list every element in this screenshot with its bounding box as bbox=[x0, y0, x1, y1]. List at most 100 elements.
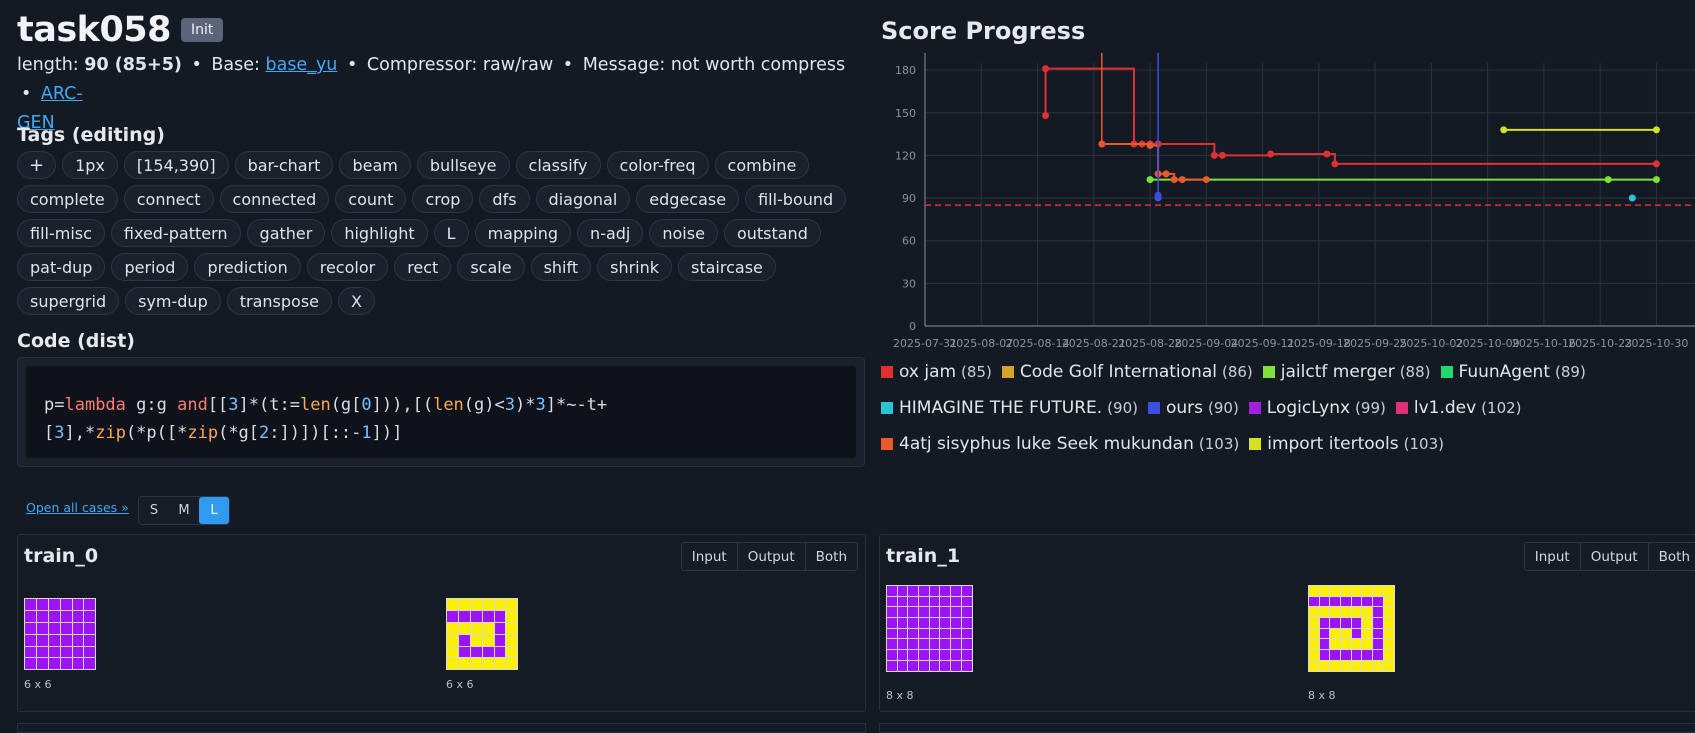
data-point[interactable] bbox=[1178, 176, 1186, 184]
tag-chip[interactable]: count bbox=[335, 185, 407, 213]
legend-item[interactable]: import itertools (103) bbox=[1249, 432, 1444, 456]
tag-chip[interactable]: highlight bbox=[331, 219, 428, 247]
size-m-button[interactable]: M bbox=[178, 503, 190, 518]
tag-chip[interactable]: shrink bbox=[597, 253, 673, 281]
tag-chip[interactable]: transpose bbox=[226, 287, 332, 315]
both-view-button[interactable]: Both bbox=[1658, 548, 1690, 565]
code-block[interactable]: p=lambda g:g and[[3]*(t:=len(g[0])),[(le… bbox=[26, 366, 856, 458]
tag-chip[interactable]: crop bbox=[412, 185, 474, 213]
series-line bbox=[1044, 67, 1657, 165]
legend-item[interactable]: FuunAgent (89) bbox=[1440, 360, 1586, 384]
base-link[interactable]: base_yu bbox=[265, 55, 338, 75]
legend-item[interactable]: HIMAGINE THE FUTURE. (90) bbox=[881, 396, 1138, 420]
data-point[interactable] bbox=[1500, 126, 1508, 134]
legend-swatch bbox=[881, 438, 893, 450]
tag-chip[interactable]: bar-chart bbox=[234, 151, 334, 179]
input-view-button[interactable]: Input bbox=[682, 543, 738, 570]
tag-chip[interactable]: fill-bound bbox=[745, 185, 847, 213]
output-view-button[interactable]: Output bbox=[738, 543, 806, 570]
data-point[interactable] bbox=[1323, 150, 1331, 158]
tag-chip[interactable]: dfs bbox=[479, 185, 530, 213]
grid-cell bbox=[60, 634, 72, 646]
tag-chip[interactable]: fixed-pattern bbox=[110, 219, 241, 247]
tag-chip[interactable]: bullseye bbox=[416, 151, 510, 179]
arcgen-link-part[interactable]: GEN bbox=[17, 113, 55, 133]
tag-chip[interactable]: diagonal bbox=[535, 185, 631, 213]
data-point[interactable] bbox=[1218, 151, 1226, 159]
grid-cell bbox=[887, 596, 897, 607]
input-view-button[interactable]: Input bbox=[1525, 543, 1581, 570]
grid-cell bbox=[929, 607, 940, 618]
both-view-button[interactable]: Both bbox=[815, 548, 847, 565]
tag-chip[interactable]: L bbox=[433, 219, 469, 247]
tag-chip[interactable]: shift bbox=[530, 253, 592, 281]
data-point[interactable] bbox=[1202, 176, 1210, 184]
legend-item[interactable]: Code Golf International (86) bbox=[1001, 360, 1253, 384]
tag-chip[interactable]: 1px bbox=[62, 151, 118, 179]
size-s-button[interactable]: S bbox=[149, 503, 159, 518]
output-view-button[interactable]: Output bbox=[1581, 543, 1649, 570]
data-point[interactable] bbox=[1267, 150, 1275, 158]
data-point[interactable] bbox=[1652, 176, 1660, 184]
tag-chip[interactable]: noise bbox=[649, 219, 718, 247]
tag-chip[interactable]: recolor bbox=[306, 253, 389, 281]
tag-chip[interactable]: combine bbox=[714, 151, 810, 179]
data-point[interactable] bbox=[1628, 194, 1636, 202]
grid-cell bbox=[72, 658, 84, 670]
grid-cell bbox=[908, 639, 919, 650]
tag-chip[interactable]: mapping bbox=[474, 219, 572, 247]
tag-chip[interactable]: connect bbox=[123, 185, 214, 213]
grid-cell bbox=[919, 607, 929, 618]
score-chart[interactable]: 03060901201501802025-07-312025-08-072025… bbox=[881, 40, 1695, 355]
tag-chip[interactable]: pat-dup bbox=[17, 253, 106, 281]
tag-chip[interactable]: [154,390] bbox=[123, 151, 229, 179]
data-point[interactable] bbox=[1042, 112, 1050, 120]
legend-item[interactable]: jailctf merger (88) bbox=[1262, 360, 1431, 384]
data-point[interactable] bbox=[1604, 176, 1612, 184]
data-point[interactable] bbox=[1162, 170, 1170, 178]
data-point[interactable] bbox=[1146, 176, 1154, 184]
tag-chip[interactable]: classify bbox=[515, 151, 601, 179]
grid-cell bbox=[482, 599, 494, 610]
data-point[interactable] bbox=[1170, 176, 1178, 184]
tag-chip[interactable]: connected bbox=[219, 185, 330, 213]
legend-item[interactable]: ox jam (85) bbox=[881, 360, 992, 384]
tag-chip[interactable]: beam bbox=[339, 151, 411, 179]
x-tick-label: 2025-09-11 bbox=[1231, 337, 1295, 350]
tag-chip[interactable]: staircase bbox=[678, 253, 776, 281]
arcgen-link-part[interactable]: ARC- bbox=[40, 84, 83, 104]
tag-chip[interactable]: complete bbox=[17, 185, 118, 213]
legend-item[interactable]: ours (90) bbox=[1147, 396, 1239, 420]
data-point[interactable] bbox=[1652, 126, 1660, 134]
legend-item[interactable]: lv1.dev (102) bbox=[1395, 396, 1522, 420]
tag-chip[interactable]: edgecase bbox=[636, 185, 740, 213]
tag-chip[interactable]: n-adj bbox=[577, 219, 644, 247]
grid-cell bbox=[1373, 596, 1383, 607]
input-dimensions: 8 x 8 bbox=[886, 689, 914, 702]
tag-chip[interactable]: fill-misc bbox=[17, 219, 105, 247]
tag-chip[interactable]: rect bbox=[394, 253, 452, 281]
size-l-button[interactable]: L bbox=[199, 497, 229, 524]
data-point[interactable] bbox=[1331, 160, 1339, 168]
data-point[interactable] bbox=[1652, 160, 1660, 168]
data-point[interactable] bbox=[1154, 194, 1162, 202]
arcgen-link[interactable]: ARC- GEN bbox=[17, 84, 83, 133]
tag-chip[interactable]: supergrid bbox=[17, 287, 120, 315]
data-point[interactable] bbox=[1042, 65, 1050, 73]
tag-chip[interactable]: color-freq bbox=[606, 151, 709, 179]
tag-chip[interactable]: gather bbox=[246, 219, 326, 247]
data-point[interactable] bbox=[1210, 151, 1218, 159]
legend-item[interactable]: LogicLynx (99) bbox=[1248, 396, 1386, 420]
tag-chip[interactable]: scale bbox=[457, 253, 525, 281]
tag-chip[interactable]: period bbox=[111, 253, 189, 281]
legend-swatch bbox=[1147, 402, 1160, 414]
data-point[interactable] bbox=[1146, 141, 1154, 149]
legend-item[interactable]: 4atj sisyphus luke Seek mukundan (103) bbox=[881, 432, 1239, 456]
add-tag-button[interactable]: + bbox=[17, 151, 57, 179]
tag-chip[interactable]: X bbox=[338, 287, 375, 315]
tag-chip[interactable]: outstand bbox=[723, 219, 821, 247]
tag-chip[interactable]: sym-dup bbox=[125, 287, 221, 315]
tag-chip[interactable]: prediction bbox=[194, 253, 301, 281]
open-all-cases-link[interactable]: Open all cases » bbox=[26, 500, 129, 515]
data-point[interactable] bbox=[1098, 140, 1106, 148]
